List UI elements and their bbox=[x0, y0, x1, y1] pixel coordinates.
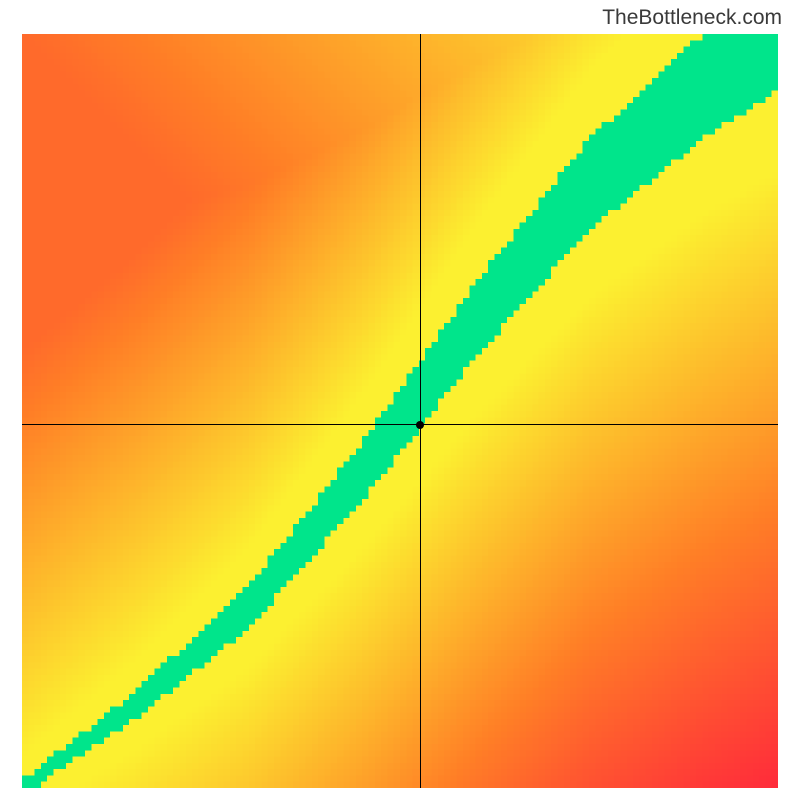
crosshair-horizontal bbox=[22, 424, 778, 425]
crosshair-vertical bbox=[420, 34, 421, 788]
heatmap-canvas bbox=[22, 34, 778, 788]
watermark-text: TheBottleneck.com bbox=[602, 6, 782, 30]
crosshair-marker-dot bbox=[416, 421, 424, 429]
